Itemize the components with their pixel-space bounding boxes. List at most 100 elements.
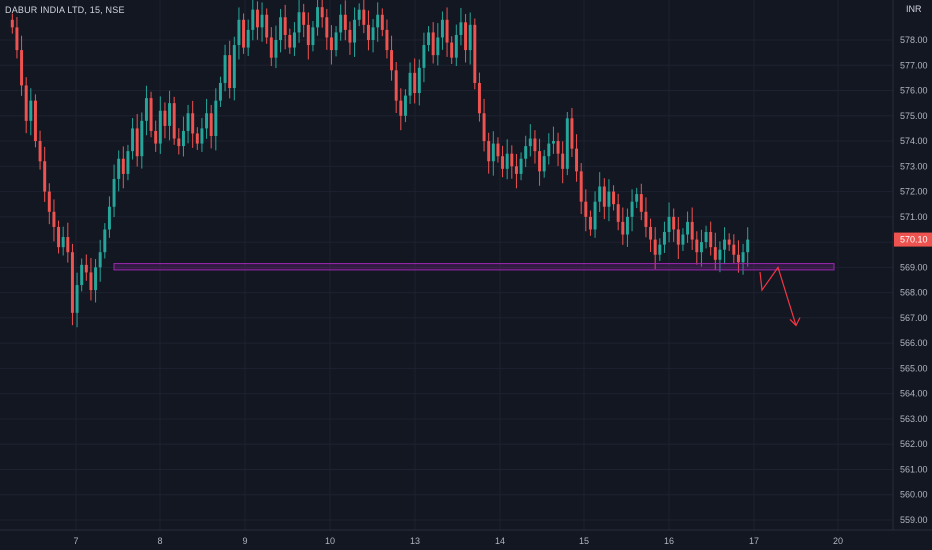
candle-body xyxy=(542,156,546,172)
projection-arrowhead xyxy=(789,317,801,327)
candle-body xyxy=(84,264,88,273)
candle-body xyxy=(459,22,463,35)
price-tick-label: 573.00 xyxy=(900,161,928,171)
candle-body xyxy=(33,100,37,142)
candle-body xyxy=(519,158,523,174)
candle-body xyxy=(487,141,491,162)
candle-body xyxy=(255,9,259,28)
candle-body xyxy=(616,204,620,222)
candle-body xyxy=(394,70,398,101)
candle-body xyxy=(602,186,606,207)
candle-body xyxy=(218,82,222,101)
candle-body xyxy=(556,141,560,154)
support-zone-box[interactable] xyxy=(113,263,835,271)
candle-body xyxy=(366,24,370,40)
candle-body xyxy=(464,22,468,51)
candle-body xyxy=(117,158,121,179)
candle-body xyxy=(80,264,84,286)
candle-body xyxy=(561,153,565,169)
candle-body xyxy=(468,24,472,51)
candle-body xyxy=(496,143,500,157)
candle-body xyxy=(746,239,750,253)
candle-body xyxy=(57,226,61,248)
candle-body xyxy=(713,247,717,260)
candle-body xyxy=(214,100,218,136)
candle-body xyxy=(695,239,699,253)
candle-body xyxy=(265,14,269,38)
price-tick-label: 562.00 xyxy=(900,439,928,449)
candle-body xyxy=(325,17,329,38)
candle-body xyxy=(15,27,19,51)
price-tick-label: 575.00 xyxy=(900,111,928,121)
candle-body xyxy=(482,113,486,142)
candle-body xyxy=(533,138,537,152)
candle-body xyxy=(579,171,583,202)
candle-body xyxy=(501,156,505,169)
candle-body xyxy=(380,14,384,30)
candle-body xyxy=(473,24,477,83)
candle-body xyxy=(385,29,389,51)
candle-body xyxy=(658,244,662,255)
price-tick-label: 578.00 xyxy=(900,35,928,45)
support-zone[interactable] xyxy=(113,263,835,271)
candle-body xyxy=(477,82,481,114)
candle-body xyxy=(29,100,33,121)
candle-body xyxy=(237,19,241,46)
price-tick-label: 565.00 xyxy=(900,363,928,373)
candle-body xyxy=(413,72,417,94)
candle-body xyxy=(551,141,555,144)
candle-body xyxy=(283,17,287,35)
candle-body xyxy=(575,148,579,172)
candle-body xyxy=(168,103,172,126)
last-price-badge xyxy=(894,232,932,247)
candle-body xyxy=(228,55,232,88)
candle-body xyxy=(251,9,255,30)
candle-body xyxy=(135,128,139,157)
candle-body xyxy=(107,206,111,230)
candle-body xyxy=(371,27,375,40)
candle-body xyxy=(440,19,444,38)
candle-body xyxy=(131,128,135,152)
projection-path[interactable] xyxy=(759,266,797,326)
price-tick-label: 574.00 xyxy=(900,136,928,146)
candle-body xyxy=(639,194,643,212)
candle-body xyxy=(514,166,518,174)
candle-body xyxy=(311,27,315,46)
candle-body xyxy=(186,113,190,131)
price-tick-label: 563.00 xyxy=(900,414,928,424)
projection-arrow[interactable] xyxy=(759,266,801,327)
candle-body xyxy=(690,221,694,240)
candle-body xyxy=(491,143,495,162)
candle-body xyxy=(200,128,204,144)
last-price-marker: 570.10 xyxy=(894,232,932,247)
candle-body xyxy=(158,110,162,144)
candle-body xyxy=(436,37,440,56)
candle-body xyxy=(339,14,343,33)
price-tick-label: 571.00 xyxy=(900,212,928,222)
candle-body xyxy=(718,249,722,260)
time-axis[interactable]: 7 8 9 10 13 14 15 16 17 20 xyxy=(73,536,843,546)
candle-body xyxy=(630,201,634,217)
candle-body xyxy=(524,146,528,159)
price-tick-label: 566.00 xyxy=(900,338,928,348)
candle-body xyxy=(649,226,653,240)
price-tick-label: 569.00 xyxy=(900,262,928,272)
candle-body xyxy=(191,113,195,134)
candle-body xyxy=(348,29,352,43)
time-tick-label: 14 xyxy=(495,536,505,546)
candle-body xyxy=(195,133,199,144)
candle-body xyxy=(10,19,14,28)
candle-body xyxy=(205,113,209,129)
candle-body xyxy=(450,42,454,58)
candle-body xyxy=(144,98,148,121)
candle-body xyxy=(672,216,676,230)
candle-body xyxy=(353,19,357,43)
candle-body xyxy=(177,138,181,147)
candle-body xyxy=(24,85,28,121)
candle-body xyxy=(607,191,611,207)
time-tick-label: 7 xyxy=(73,536,78,546)
candle-body xyxy=(505,153,509,169)
candle-body xyxy=(66,237,70,253)
